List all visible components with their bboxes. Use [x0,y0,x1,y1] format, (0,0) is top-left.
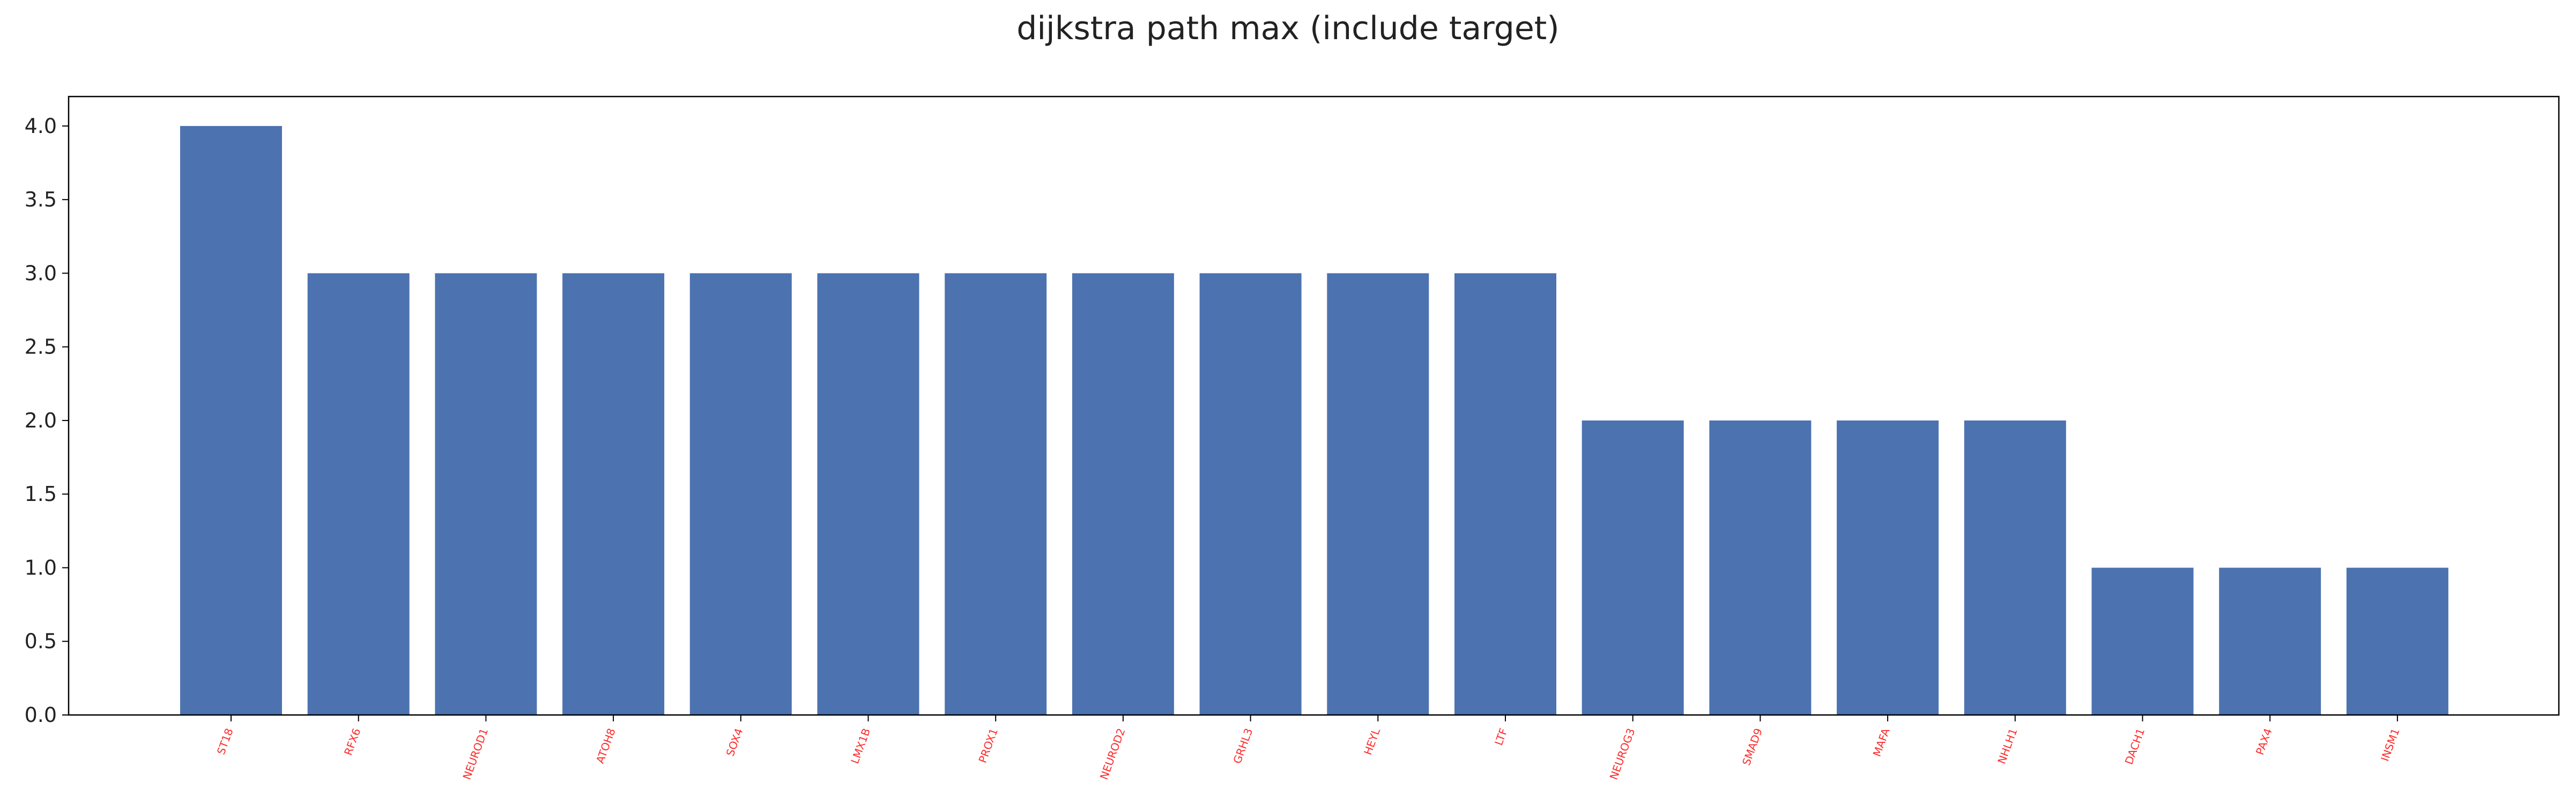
x-tick-label: LMX1B [848,727,873,766]
y-tick-label: 3.0 [25,261,57,285]
bar-mafa [1837,420,1939,715]
bar-neurod1 [435,273,537,715]
bar-st18 [180,126,282,715]
bar-neurog3 [1582,420,1684,715]
bar-nhlh1 [1964,420,2066,715]
bar-insm1 [2346,567,2448,715]
x-tick-label: NEUROD1 [460,727,491,781]
y-tick-label: 0.0 [25,703,57,727]
bar-heyl [1327,273,1429,715]
y-tick-label: 2.0 [25,409,57,432]
bars-layer [180,126,2448,715]
x-tick-label: RFX6 [342,727,363,757]
bar-ltf [1454,273,1556,715]
bar-prox1 [945,273,1047,715]
chart-title: dijkstra path max (include target) [1016,10,1560,47]
bar-dach1 [2091,567,2194,715]
bar-smad9 [1709,420,1812,715]
plot-frame [68,95,2560,716]
x-tick-label: ST18 [214,727,236,757]
x-tick-label: MAFA [1870,726,1892,758]
x-tick-label: INSM1 [2378,727,2402,763]
x-tick-label: NHLH1 [1995,727,2020,766]
bar-neurod2 [1072,273,1174,715]
bar-pax4 [2219,567,2321,715]
y-tick-label: 4.0 [25,114,57,138]
x-tick-label: NEUROG3 [1607,727,1638,781]
y-tick-label: 3.5 [25,188,57,211]
bar-sox4 [689,273,792,715]
x-tick-label: LTF [1492,727,1510,747]
bar-lmx1b [817,273,919,715]
x-tick-label: GRHL3 [1230,727,1255,765]
x-tick-label: PROX1 [976,727,1000,765]
bar-rfx6 [307,273,410,715]
bar-atoh8 [562,273,665,715]
y-tick-label: 1.5 [25,482,57,506]
x-tick-label: PAX4 [2253,727,2275,757]
y-tick-label: 0.5 [25,630,57,653]
y-tick-label: 1.0 [25,556,57,579]
x-tick-label: NEUROD2 [1097,727,1128,781]
x-tick-label: SOX4 [724,727,746,758]
x-tick-label: ATOH8 [593,727,618,765]
y-axis: 0.0 0.5 1.0 1.5 2.0 2.5 3.0 3.5 4.0 [25,114,69,727]
x-tick-label: DACH1 [2122,727,2148,766]
x-tick-label: SMAD9 [1740,727,1765,768]
x-tick-label: HEYL [1361,726,1383,757]
x-axis: ST18 RFX6 NEUROD1 ATOH8 SOX4 LMX1B PROX1 NEUROD… [214,715,2402,781]
bar-grhl3 [1199,273,1302,715]
y-tick-label: 2.5 [25,335,57,359]
